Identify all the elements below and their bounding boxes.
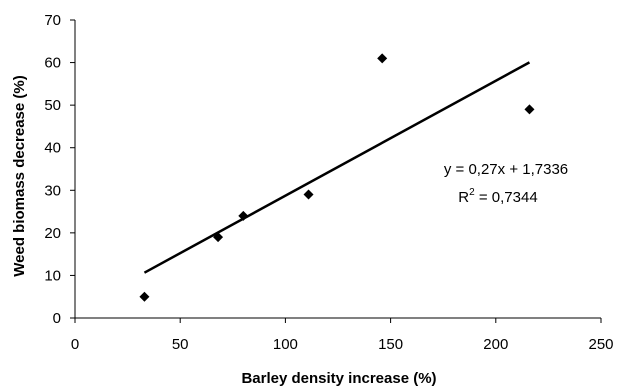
r-squared-value: = 0,7344 <box>475 189 538 206</box>
r-squared-exponent: 2 <box>469 187 475 198</box>
x-tick-label: 150 <box>378 336 403 353</box>
trend-equation: y = 0,27x + 1,7336 <box>444 161 568 178</box>
data-point <box>238 210 249 221</box>
y-tick-label: 30 <box>44 182 61 199</box>
r-squared-label: R2 = 0,7344 <box>458 187 537 206</box>
x-tick-label: 100 <box>273 336 298 353</box>
x-tick-label: 0 <box>71 336 79 353</box>
axes: 0 10 20 30 40 50 60 70 0 50 100 150 200 250 <box>44 12 613 353</box>
x-tick-label: 250 <box>588 336 613 353</box>
y-tick-label: 50 <box>44 97 61 114</box>
y-axis-title: Weed biomass decrease (%) <box>11 75 28 276</box>
data-point <box>524 104 535 115</box>
data-points <box>139 53 535 302</box>
y-tick-label: 10 <box>44 267 61 284</box>
data-point <box>213 232 224 243</box>
data-point <box>139 291 150 302</box>
x-tick-label: 50 <box>172 336 189 353</box>
r-squared-symbol: R <box>458 189 469 206</box>
y-tick-label: 70 <box>44 12 61 29</box>
data-point <box>303 189 314 200</box>
data-point <box>377 53 388 64</box>
trendline-group <box>143 61 531 274</box>
y-tick-label: 20 <box>44 225 61 242</box>
y-tick-label: 40 <box>44 140 61 157</box>
y-tick-label: 60 <box>44 55 61 72</box>
trendline <box>143 61 531 274</box>
x-tick-label: 200 <box>483 336 508 353</box>
y-tick-label: 0 <box>53 310 61 327</box>
x-axis-title: Barley density increase (%) <box>241 370 436 387</box>
